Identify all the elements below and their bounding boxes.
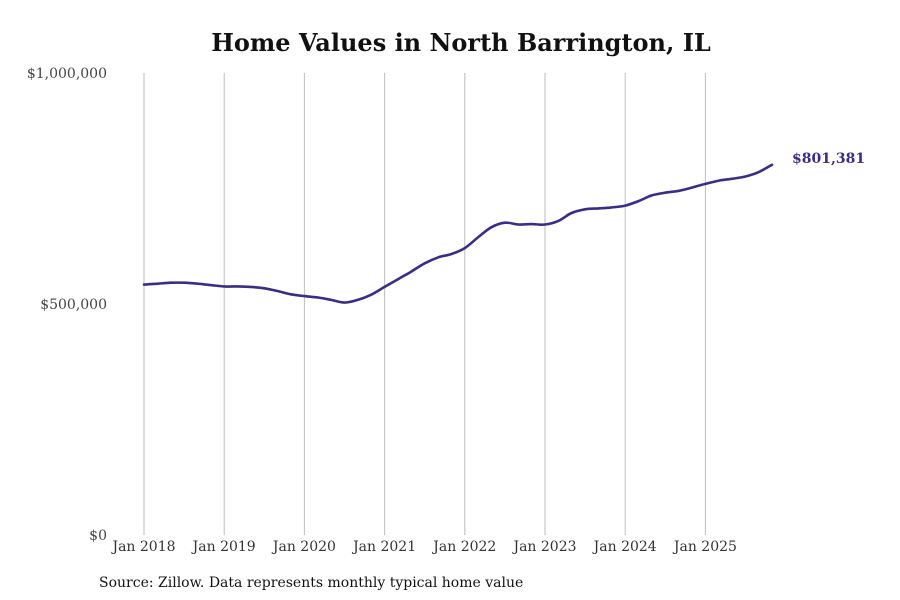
x-tick-label: Jan 2022 — [431, 539, 496, 555]
x-tick-label: Jan 2024 — [592, 539, 657, 555]
y-tick-label: $1,000,000 — [27, 66, 107, 82]
x-axis-ticks: Jan 2018 Jan 2019 Jan 2020 Jan 2021 Jan 2022… — [110, 539, 736, 555]
home-value-line — [142, 163, 774, 304]
x-tick-label: Jan 2021 — [351, 539, 416, 555]
x-tick-label: Jan 2018 — [110, 539, 175, 555]
y-tick-label: $0 — [89, 528, 107, 544]
x-tick-label: Jan 2023 — [511, 539, 576, 555]
y-tick-label: $500,000 — [40, 297, 107, 313]
x-tick-label: Jan 2019 — [191, 539, 256, 555]
y-axis-ticks: $0 $500,000 $1,000,000 — [27, 66, 107, 544]
gridlines — [143, 73, 706, 535]
x-tick-label: Jan 2025 — [672, 539, 737, 555]
chart-title: Home Values in North Barrington, IL — [211, 28, 711, 57]
source-note: Source: Zillow. Data represents monthly … — [99, 575, 523, 591]
latest-value-label: $801,381 — [792, 151, 865, 167]
x-tick-label: Jan 2020 — [271, 539, 336, 555]
